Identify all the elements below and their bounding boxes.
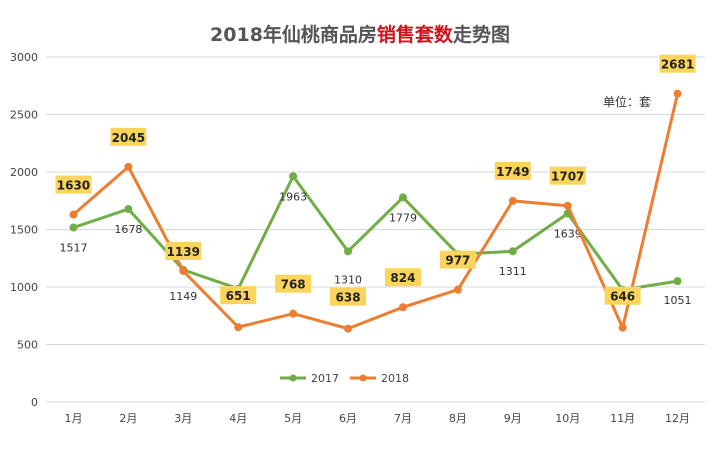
data-point-2018 <box>124 162 133 171</box>
data-label-2017: 1051 <box>664 294 692 307</box>
data-label-box <box>439 250 476 269</box>
data-label-box <box>165 242 202 261</box>
y-tick-label: 500 <box>17 339 38 352</box>
x-tick-label: 8月 <box>449 412 467 425</box>
data-label-box <box>275 274 312 293</box>
data-label-2017: 1311 <box>499 265 527 278</box>
data-label-2018: 2681 <box>661 58 694 72</box>
y-tick-label: 3000 <box>10 51 38 64</box>
data-label-2018: 2045 <box>112 131 145 145</box>
data-label-2017: 1149 <box>169 290 197 303</box>
data-label-2017: 1963 <box>279 190 307 203</box>
data-label-2018: 638 <box>336 291 361 305</box>
data-label-2018: 1707 <box>551 170 584 184</box>
data-label-box <box>494 161 531 180</box>
legend-label: 2018 <box>381 372 409 385</box>
data-label-2018: 646 <box>610 290 635 304</box>
data-point-2018 <box>398 303 407 312</box>
title-prefix: 2018年仙桃商品房 <box>210 24 377 46</box>
data-point-2018 <box>344 324 353 333</box>
data-label-2017: 1779 <box>389 211 417 224</box>
data-point-2018 <box>453 285 462 294</box>
data-label-box <box>604 286 641 305</box>
x-tick-label: 7月 <box>394 412 412 425</box>
data-label-box <box>220 286 257 305</box>
x-tick-label: 9月 <box>504 412 522 425</box>
y-tick-label: 1000 <box>10 281 38 294</box>
unit-label: 单位：套 <box>603 95 652 109</box>
data-label-box <box>55 175 92 194</box>
data-point-2018 <box>563 201 572 210</box>
data-label-2018: 977 <box>445 254 470 268</box>
y-tick-label: 0 <box>31 396 38 409</box>
x-tick-label: 12月 <box>665 412 690 425</box>
data-point-2017 <box>69 223 78 232</box>
y-tick-label: 1500 <box>10 224 38 237</box>
data-label-2018: 824 <box>390 271 415 285</box>
title-highlight: 销售套数 <box>376 24 453 46</box>
data-point-2017 <box>673 277 682 286</box>
data-label-2017: 1310 <box>334 273 362 286</box>
data-point-2018 <box>69 210 78 219</box>
data-point-2018 <box>673 89 682 98</box>
data-label-box <box>659 54 696 73</box>
y-tick-label: 2000 <box>10 166 38 179</box>
data-label-box <box>384 268 421 287</box>
data-point-2018 <box>234 323 243 332</box>
x-tick-label: 3月 <box>174 412 192 425</box>
data-point-2017 <box>124 205 133 214</box>
data-point-2017 <box>289 172 298 181</box>
data-point-2017 <box>398 193 407 202</box>
chart-title: 2018年仙桃商品房销售套数走势图 <box>0 20 720 47</box>
x-tick-label: 1月 <box>64 412 82 425</box>
data-label-2018: 651 <box>226 289 251 303</box>
series-line-2018 <box>72 93 680 331</box>
data-label-2018: 1749 <box>496 165 529 179</box>
y-tick-label: 2500 <box>10 109 38 122</box>
data-point-2018 <box>508 196 517 205</box>
title-suffix: 走势图 <box>452 24 510 46</box>
data-label-box <box>330 287 367 306</box>
x-tick-label: 10月 <box>555 412 580 425</box>
data-label-2017: 1517 <box>59 242 87 255</box>
data-label-2017: 1639 <box>554 228 582 241</box>
legend-marker <box>359 374 367 382</box>
data-point-2017 <box>344 247 353 256</box>
data-label-2018: 1139 <box>167 245 200 259</box>
data-label-2018: 768 <box>281 278 306 292</box>
legend-label: 2017 <box>311 372 339 385</box>
data-point-2018 <box>179 267 188 276</box>
x-tick-label: 5月 <box>284 412 302 425</box>
data-point-2018 <box>618 323 627 332</box>
legend-marker <box>289 374 297 382</box>
x-tick-label: 4月 <box>229 412 247 425</box>
x-tick-label: 2月 <box>119 412 137 425</box>
x-tick-label: 11月 <box>610 412 635 425</box>
x-tick-label: 6月 <box>339 412 357 425</box>
data-point-2018 <box>289 309 298 318</box>
data-point-2017 <box>508 247 517 256</box>
data-label-2017: 1678 <box>114 223 142 236</box>
data-label-box <box>549 166 586 185</box>
data-label-2018: 1630 <box>57 179 90 193</box>
data-label-box <box>110 127 147 146</box>
